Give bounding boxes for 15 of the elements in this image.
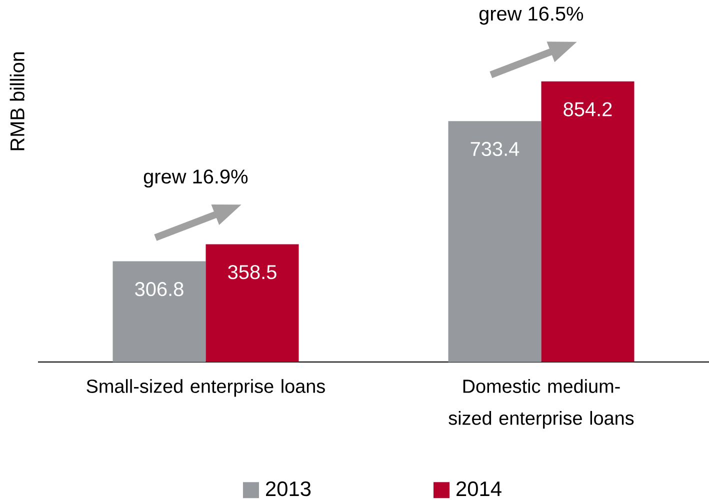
legend-label: 2014 [456, 481, 502, 496]
data-label: 306.8 [135, 282, 184, 296]
x-tick-label: Domestic medium-sized enterprise loans [448, 379, 634, 429]
data-label: 358.5 [228, 265, 276, 280]
bar [112, 261, 206, 362]
x-tick-label: Small-sized enterprise loans [86, 379, 325, 397]
bar [448, 121, 542, 362]
bar [206, 244, 299, 362]
legend-label: 2013 [266, 481, 311, 496]
data-label: 733.4 [470, 142, 520, 156]
text: grew 16.5% [479, 6, 584, 25]
data-label: 854.2 [564, 102, 612, 116]
bar [541, 81, 634, 362]
annotation: grew 16.9% [144, 170, 248, 188]
y-axis-title: RMB billion [10, 52, 24, 150]
